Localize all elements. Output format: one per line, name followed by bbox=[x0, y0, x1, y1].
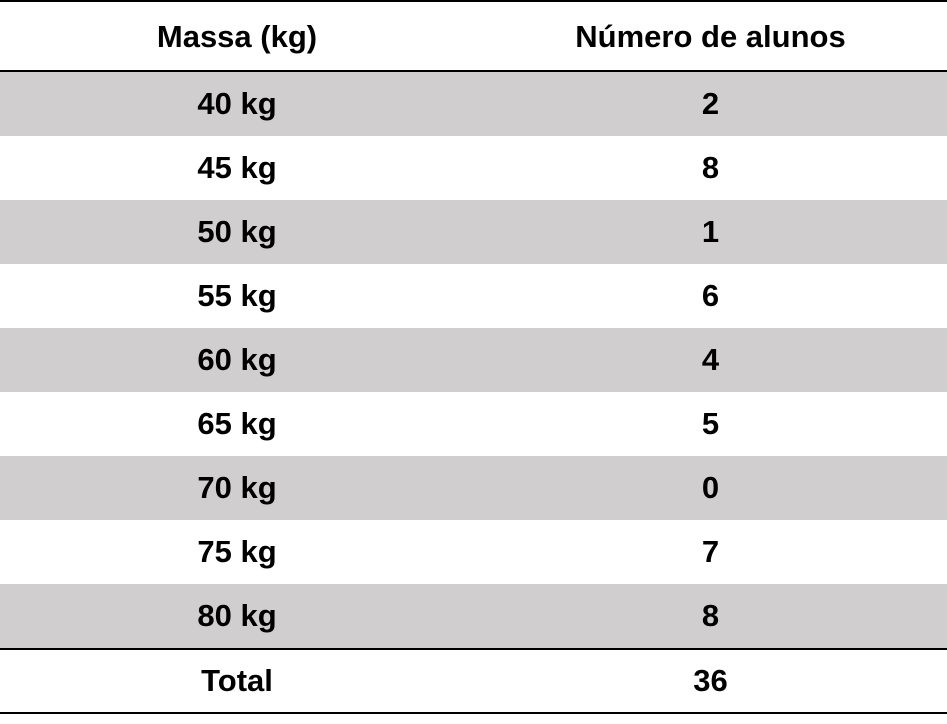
total-label: Total bbox=[201, 663, 273, 698]
total-value: 36 bbox=[693, 663, 728, 698]
table-row: 80 kg 8 bbox=[0, 584, 947, 648]
count-cell: 6 bbox=[701, 278, 720, 313]
count-cell: 7 bbox=[701, 534, 720, 569]
mass-cell: 80 kg bbox=[197, 598, 277, 633]
mass-cell: 50 kg bbox=[197, 214, 277, 249]
count-cell: 8 bbox=[701, 150, 720, 185]
count-cell: 8 bbox=[701, 598, 720, 633]
mass-cell: 75 kg bbox=[197, 534, 277, 569]
count-cell: 4 bbox=[701, 342, 720, 377]
table-row: 45 kg 8 bbox=[0, 136, 947, 200]
count-cell: 1 bbox=[701, 214, 720, 249]
count-cell: 0 bbox=[701, 470, 720, 505]
table-row: 55 kg 6 bbox=[0, 264, 947, 328]
table-row: 50 kg 1 bbox=[0, 200, 947, 264]
header-student-count: Número de alunos bbox=[575, 19, 846, 54]
mass-cell: 40 kg bbox=[197, 86, 277, 121]
table-row: 70 kg 0 bbox=[0, 456, 947, 520]
header-mass: Massa (kg) bbox=[156, 19, 318, 54]
count-cell: 5 bbox=[701, 406, 720, 441]
table-row: 40 kg 2 bbox=[0, 72, 947, 136]
table-row: 60 kg 4 bbox=[0, 328, 947, 392]
mass-cell: 55 kg bbox=[197, 278, 277, 313]
table-row: 65 kg 5 bbox=[0, 392, 947, 456]
mass-cell: 65 kg bbox=[197, 406, 277, 441]
table-header-row: Massa (kg) Número de alunos bbox=[0, 2, 947, 72]
table-row: 75 kg 7 bbox=[0, 520, 947, 584]
mass-cell: 70 kg bbox=[197, 470, 277, 505]
mass-cell: 45 kg bbox=[197, 150, 277, 185]
mass-cell: 60 kg bbox=[197, 342, 277, 377]
count-cell: 2 bbox=[701, 86, 720, 121]
table-total-row: Total 36 bbox=[0, 648, 947, 712]
